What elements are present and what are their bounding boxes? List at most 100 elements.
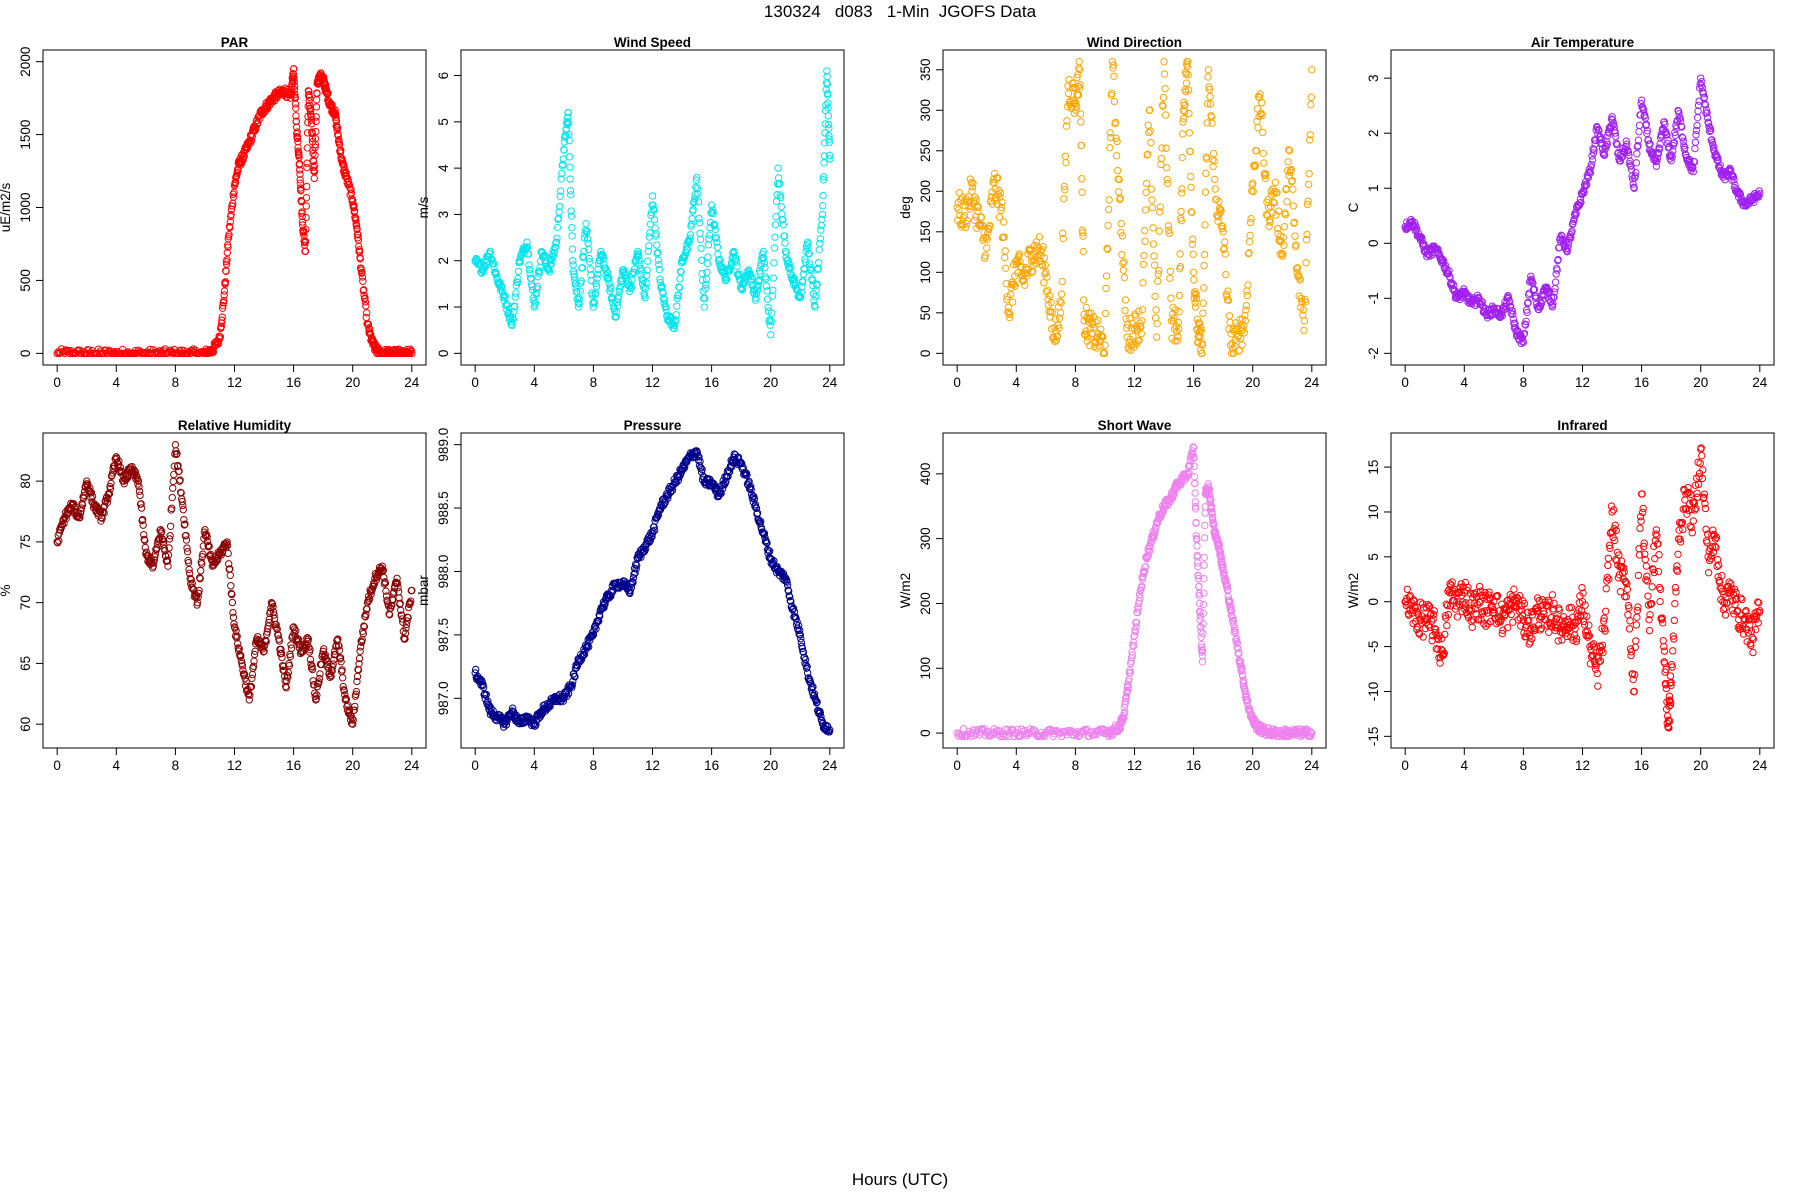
data-point: [1261, 171, 1269, 180]
data-point: [1172, 322, 1180, 331]
data-point: [218, 316, 226, 324]
data-point: [526, 270, 534, 278]
y-tick-label: 2: [1366, 129, 1381, 137]
data-point: [1266, 218, 1274, 226]
data-point: [305, 96, 313, 105]
data-point: [1693, 113, 1702, 122]
y-tick-label: 65: [18, 656, 33, 671]
data-point: [591, 289, 600, 297]
data-point: [1147, 538, 1155, 546]
data-point: [635, 252, 643, 260]
data-point: [197, 567, 205, 575]
data-point: [823, 72, 831, 81]
data-point: [1666, 152, 1675, 160]
data-point: [1055, 314, 1064, 322]
data-point: [1300, 317, 1309, 325]
data-point: [223, 538, 231, 546]
data-point: [1224, 585, 1232, 594]
data-point: [1159, 102, 1167, 110]
data-point: [816, 235, 825, 243]
data-point: [569, 267, 578, 276]
data-point: [135, 483, 143, 491]
data-point: [342, 169, 350, 177]
data-point: [1144, 551, 1153, 559]
data-point: [1200, 574, 1208, 583]
data-point: [194, 593, 202, 601]
y-tick-label: 0: [436, 350, 451, 358]
data-point: [105, 490, 114, 498]
data-point: [137, 504, 146, 512]
data-point: [1183, 62, 1192, 71]
x-tick-label: 8: [590, 758, 598, 773]
data-point: [1030, 726, 1038, 734]
x-tick-label: 24: [1752, 375, 1768, 390]
data-point: [1188, 208, 1196, 217]
data-point: [1565, 238, 1573, 246]
data-point: [1211, 175, 1219, 184]
y-tick-label: 1500: [18, 120, 33, 150]
data-point: [1199, 309, 1207, 317]
data-point: [1072, 102, 1081, 111]
data-point: [1568, 227, 1576, 235]
data-point: [1199, 299, 1208, 307]
y-tick-label: 250: [918, 140, 933, 163]
data-point: [1509, 315, 1518, 323]
data-point: [690, 198, 698, 206]
data-point: [308, 134, 317, 143]
data-point: [775, 179, 784, 188]
data-point: [1694, 107, 1702, 115]
data-point: [1121, 708, 1129, 716]
data-point: [794, 621, 803, 630]
data-point: [1168, 310, 1177, 318]
data-point: [503, 717, 511, 726]
data-point: [1205, 491, 1214, 499]
data-point: [103, 498, 112, 507]
data-point: [230, 620, 238, 628]
data-point: [565, 136, 573, 145]
data-point: [649, 527, 657, 536]
data-point: [983, 244, 991, 252]
data-point: [593, 274, 601, 283]
x-tick-label: 16: [1634, 375, 1649, 390]
data-point: [353, 677, 361, 686]
data-point: [1669, 147, 1677, 155]
data-point: [1224, 287, 1232, 295]
data-point: [1215, 204, 1224, 213]
data-point: [1155, 227, 1164, 235]
data-point: [349, 720, 357, 728]
data-point: [516, 253, 525, 262]
data-point: [341, 691, 349, 699]
data-point: [339, 682, 347, 691]
data-point: [151, 553, 159, 561]
data-point: [355, 242, 363, 251]
data-point: [1156, 208, 1164, 216]
data-point: [1665, 143, 1673, 151]
data-point: [1633, 150, 1641, 158]
data-point: [404, 603, 413, 612]
data-point: [1051, 315, 1060, 323]
data-point: [1200, 284, 1208, 292]
data-point: [717, 489, 725, 498]
data-point: [1624, 148, 1633, 157]
data-point: [1174, 332, 1182, 341]
data-point: [711, 225, 719, 234]
data-point: [259, 643, 267, 651]
data-point: [564, 118, 573, 127]
data-point: [1519, 338, 1528, 347]
data-point: [705, 231, 714, 239]
data-point: [1545, 288, 1553, 296]
data-point: [1045, 291, 1054, 300]
data-point: [1756, 190, 1764, 198]
data-point: [656, 275, 664, 283]
data-point: [815, 259, 823, 267]
data-point: [1150, 261, 1159, 269]
data-point: [1293, 264, 1302, 272]
data-point: [768, 309, 776, 317]
data-point: [1138, 317, 1146, 325]
data-points: [1401, 74, 1764, 348]
data-point: [1258, 111, 1266, 119]
data-point: [563, 117, 571, 126]
data-point: [1554, 255, 1562, 264]
y-tick-label: 989.0: [436, 428, 451, 462]
data-point: [1203, 119, 1211, 127]
